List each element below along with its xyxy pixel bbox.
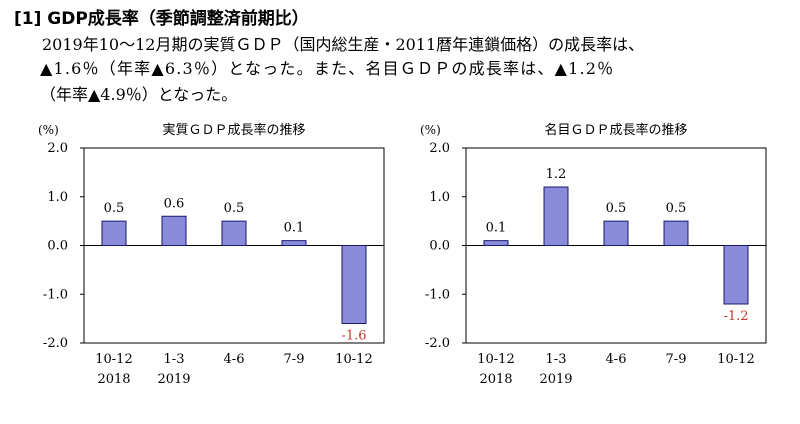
y-tick-label: -2.0 xyxy=(43,336,68,351)
y-tick-label: 1.0 xyxy=(429,190,450,205)
bar-value-label: 0.1 xyxy=(284,221,305,236)
bar xyxy=(603,220,629,246)
section-heading: [1] GDP成長率（季節調整済前期比） xyxy=(14,9,309,29)
bar-value-label: 0.5 xyxy=(104,201,125,216)
bar-value-label: -1.6 xyxy=(341,329,366,344)
x-tick-year-label: 2018 xyxy=(97,372,130,387)
bar-value-label: 0.5 xyxy=(606,201,627,216)
x-tick-label: 10-12 xyxy=(335,352,372,367)
bar xyxy=(221,220,247,246)
x-tick-label: 7-9 xyxy=(284,352,305,367)
bar xyxy=(101,220,127,246)
summary-line-2: ▲1.6％（年率▲6.3％）となった。また、名目ＧＤＰの成長率は、▲1.2％ xyxy=(40,59,615,78)
bar xyxy=(723,245,749,305)
real-gdp-chart: 実質ＧＤＰ成長率の推移 (%) 2.0 1.0 0.0 -1.0 -2.0 0.5 10-12 2… xyxy=(38,122,385,387)
chart-title: 実質ＧＤＰ成長率の推移 xyxy=(162,122,305,138)
x-tick-label: 7-9 xyxy=(666,352,687,367)
y-tick-label: -2.0 xyxy=(425,336,450,351)
bar-value-label: 0.1 xyxy=(486,221,507,236)
bar xyxy=(483,240,509,246)
y-tick-label: 1.0 xyxy=(47,190,68,205)
bar-value-label: 0.6 xyxy=(164,196,185,211)
chart-title: 名目ＧＤＰ成長率の推移 xyxy=(544,122,687,138)
x-tick-label: 10-12 xyxy=(477,352,514,367)
x-tick-year-label: 2018 xyxy=(479,372,512,387)
bar xyxy=(543,186,569,246)
y-tick-label: -1.0 xyxy=(43,287,68,302)
bar xyxy=(663,220,689,246)
nominal-gdp-chart: 名目ＧＤＰ成長率の推移 (%) 2.0 1.0 0.0 -1.0 -2.0 0.1 10-12 2… xyxy=(420,122,767,387)
y-tick-label: 0.0 xyxy=(47,239,68,254)
x-tick-year-label: 2019 xyxy=(157,372,190,387)
bar xyxy=(161,215,187,246)
x-tick-label: 10-12 xyxy=(95,352,132,367)
summary-line-3: （年率▲4.9％）となった。 xyxy=(40,85,238,104)
x-tick-label: 10-12 xyxy=(717,352,754,367)
y-tick-label: -1.0 xyxy=(425,287,450,302)
x-tick-label: 4-6 xyxy=(224,352,245,367)
bar xyxy=(281,240,307,246)
y-axis-unit: (%) xyxy=(38,123,59,137)
y-tick-label: 2.0 xyxy=(429,141,450,156)
x-tick-label: 1-3 xyxy=(164,352,185,367)
bar-value-label: 0.5 xyxy=(666,201,687,216)
bar-value-label: 0.5 xyxy=(224,201,245,216)
y-axis-unit: (%) xyxy=(420,123,441,137)
bar xyxy=(341,245,367,324)
summary-line-1: 2019年10～12月期の実質ＧＤＰ（国内総生産・2011暦年連鎖価格）の成長率… xyxy=(42,35,645,54)
x-tick-label: 1-3 xyxy=(546,352,567,367)
y-tick-label: 0.0 xyxy=(429,239,450,254)
x-tick-label: 4-6 xyxy=(606,352,627,367)
bar-value-label: -1.2 xyxy=(723,309,748,324)
y-tick-label: 2.0 xyxy=(47,141,68,156)
bar-value-label: 1.2 xyxy=(546,167,567,182)
x-tick-year-label: 2019 xyxy=(539,372,572,387)
